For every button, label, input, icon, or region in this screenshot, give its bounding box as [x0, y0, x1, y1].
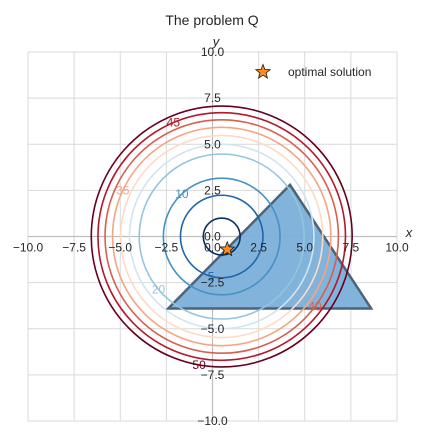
x-axis-label: x: [405, 225, 413, 240]
contour-label-40: 40: [308, 300, 322, 314]
x-tick-label-3: −2.5: [155, 241, 179, 255]
contour-level-45: [97, 111, 347, 362]
x-tick-label-5: 2.5: [250, 241, 267, 255]
points-layer: [219, 240, 236, 257]
contour-level-1: [202, 217, 241, 256]
contour-label-50: 50: [192, 358, 206, 372]
y-tick-label-0: −10.0: [197, 414, 228, 428]
x-tick-label-4: 0.0: [204, 241, 221, 255]
legend-star-icon: [254, 63, 272, 79]
contour-label-35: 35: [116, 183, 130, 197]
contour-level-20: [138, 153, 306, 320]
x-tick-label-8: 10.0: [385, 241, 409, 255]
optimal-solution-point: [219, 240, 236, 257]
y-axis-label: y: [212, 34, 221, 49]
contour-label-20: 20: [152, 283, 166, 297]
y-tick-label-2: −5.0: [201, 322, 225, 336]
y-tick-label-7: 7.5: [204, 91, 221, 105]
y-tick-label-5: 2.5: [204, 183, 221, 197]
y-tick-label-8: 10.0: [201, 45, 225, 59]
contour-level-30: [119, 134, 324, 339]
contour-level-50: [90, 105, 353, 368]
contour-level-25: [128, 143, 315, 330]
legend-marker-star: [254, 63, 272, 79]
contour-level-5: [179, 194, 264, 279]
y-tick-label-6: 5.0: [204, 137, 221, 151]
contour-level-10: [162, 177, 281, 296]
contour-label-5: 5: [208, 269, 215, 283]
y-tick-label-4: 0.0: [204, 230, 221, 244]
contour-label-45: 45: [167, 116, 181, 130]
contour-level-40: [104, 119, 340, 354]
contour-layer: 5 10 20 35 40 45 50: [90, 105, 353, 372]
legend: optimal solution: [254, 63, 371, 79]
x-tick-label-2: −5.0: [108, 241, 132, 255]
contour-label-10: 10: [175, 187, 189, 201]
x-tick-label-0: −10.0: [13, 241, 44, 255]
legend-label: optimal solution: [288, 65, 371, 79]
y-tick-label-3: −2.5: [201, 276, 225, 290]
tick-labels: −10.0 −7.5 −5.0 −2.5 0.0 2.5 5.0 7.5 10.0 −10.0 −7…: [13, 45, 409, 428]
contour-level-35: [111, 126, 332, 347]
x-tick-label-1: −7.5: [62, 241, 86, 255]
y-tick-label-1: −7.5: [201, 368, 225, 382]
x-tick-label-7: 7.5: [343, 241, 360, 255]
chart-title: The problem Q: [165, 12, 258, 28]
x-tick-label-6: 5.0: [296, 241, 313, 255]
